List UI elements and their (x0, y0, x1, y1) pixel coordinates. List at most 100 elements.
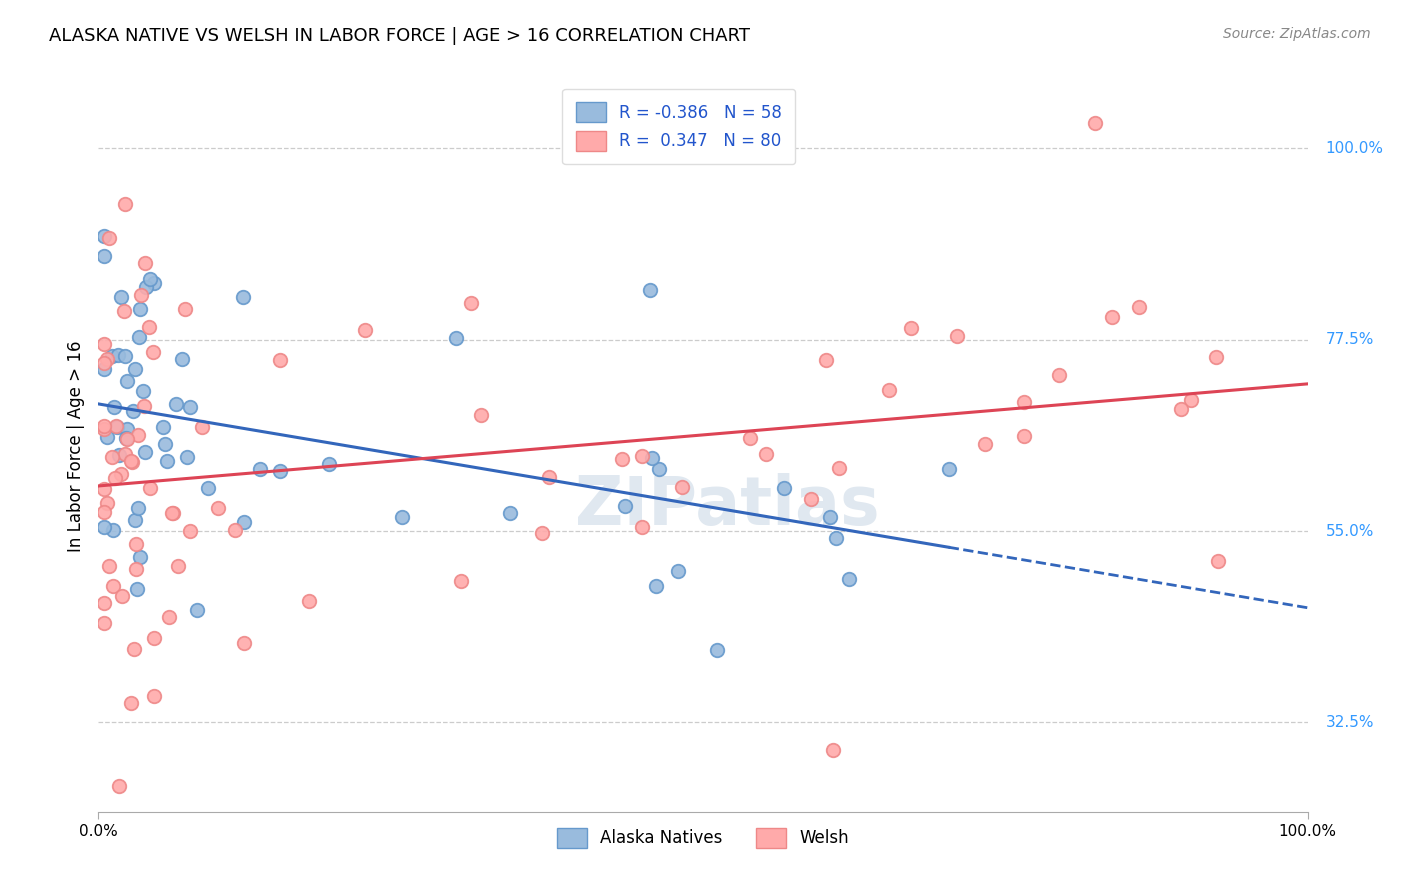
Point (162, 507, 184, 521)
Point (499, 506, 522, 520)
Point (318, 458, 340, 472)
Point (828, 461, 851, 475)
Point (1180, 392, 1202, 407)
Point (207, 501, 229, 516)
Point (108, 448, 131, 462)
Point (93, 422, 115, 436)
Point (143, 631, 166, 645)
Point (124, 642, 146, 657)
Point (93, 596, 115, 610)
Point (128, 330, 150, 344)
Point (233, 635, 256, 649)
Point (877, 383, 900, 397)
Point (114, 197, 136, 211)
Point (142, 276, 165, 290)
Point (1206, 554, 1229, 568)
Point (172, 352, 194, 367)
Point (127, 501, 149, 516)
Text: 55.0%: 55.0% (1326, 524, 1374, 539)
Point (114, 349, 136, 363)
Point (165, 397, 187, 411)
Point (900, 320, 922, 334)
Point (354, 323, 377, 337)
Point (815, 353, 838, 368)
Point (460, 296, 482, 310)
Point (93, 336, 115, 351)
Point (173, 301, 195, 316)
Point (470, 408, 492, 422)
Point (391, 510, 413, 524)
Point (103, 401, 125, 415)
Point (197, 481, 219, 495)
Point (450, 574, 472, 588)
Text: 100.0%: 100.0% (1326, 141, 1384, 156)
Point (122, 404, 145, 418)
Point (110, 290, 132, 304)
Point (117, 422, 139, 436)
Point (134, 444, 156, 458)
Point (647, 462, 669, 476)
Point (93, 520, 115, 534)
Point (117, 432, 139, 446)
Text: Source: ZipAtlas.com: Source: ZipAtlas.com (1223, 27, 1371, 41)
Point (101, 349, 124, 363)
Text: 32.5%: 32.5% (1326, 714, 1374, 730)
Point (1084, 116, 1107, 130)
Point (666, 564, 689, 578)
Point (125, 582, 148, 596)
Point (176, 450, 198, 465)
Point (110, 467, 132, 481)
Point (631, 449, 654, 463)
Point (143, 689, 166, 703)
Point (121, 454, 143, 468)
Point (1128, 300, 1150, 314)
Point (93, 419, 115, 434)
Point (139, 272, 162, 286)
Point (93, 362, 115, 376)
Point (101, 523, 124, 537)
Point (232, 515, 254, 529)
Point (1012, 395, 1035, 409)
Point (824, 531, 846, 545)
Point (93, 505, 115, 519)
Point (640, 284, 662, 298)
Point (108, 779, 131, 793)
Legend: Alaska Natives, Welsh: Alaska Natives, Welsh (550, 821, 856, 855)
Point (530, 526, 553, 541)
Point (129, 288, 152, 302)
Point (142, 344, 165, 359)
Point (269, 352, 291, 367)
Point (152, 419, 174, 434)
Point (93, 356, 115, 370)
Point (818, 510, 841, 524)
Point (671, 480, 693, 494)
Point (821, 743, 844, 757)
Point (96, 429, 118, 443)
Point (631, 520, 654, 534)
Point (1012, 429, 1035, 443)
Point (179, 401, 201, 415)
Point (1101, 310, 1123, 325)
Point (1047, 368, 1070, 382)
Point (446, 331, 468, 345)
Point (97, 231, 120, 245)
Point (125, 536, 148, 550)
Point (1205, 350, 1227, 364)
Point (167, 558, 190, 573)
Point (973, 437, 995, 451)
Point (120, 454, 142, 468)
Y-axis label: In Labor Force | Age > 16: In Labor Force | Age > 16 (66, 340, 84, 552)
Point (104, 470, 127, 484)
Point (1170, 401, 1192, 416)
Point (938, 462, 960, 476)
Point (96, 352, 118, 367)
Point (93, 229, 115, 244)
Point (129, 302, 152, 317)
Point (738, 431, 761, 445)
Point (101, 579, 124, 593)
Text: 77.5%: 77.5% (1326, 332, 1374, 347)
Point (111, 589, 134, 603)
Point (706, 642, 728, 657)
Point (104, 419, 127, 434)
Point (755, 447, 778, 461)
